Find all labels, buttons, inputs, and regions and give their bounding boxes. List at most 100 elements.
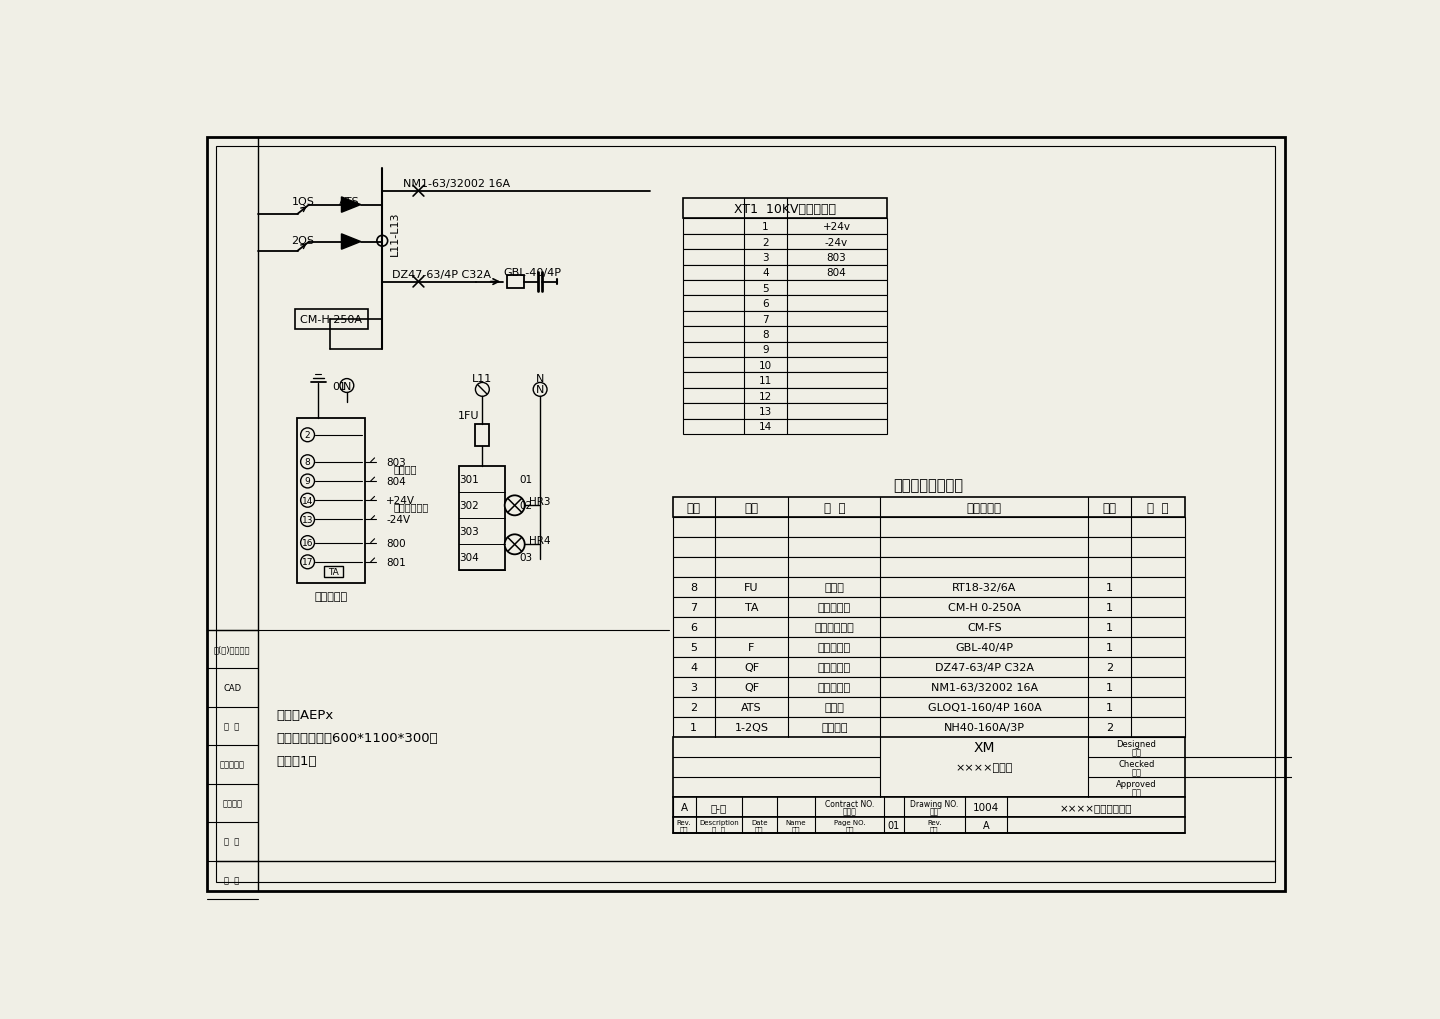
Text: Contract NO.: Contract NO.: [825, 799, 874, 808]
Bar: [672, 738, 1185, 798]
Bar: [672, 598, 1185, 618]
Text: 10: 10: [759, 361, 772, 370]
Circle shape: [301, 428, 314, 442]
Text: 2: 2: [1106, 662, 1113, 673]
Text: 17: 17: [302, 557, 314, 567]
Bar: [297, 419, 364, 584]
Text: 1: 1: [762, 222, 769, 232]
Text: TA: TA: [744, 602, 759, 612]
Text: 303: 303: [459, 527, 480, 537]
Text: HR4: HR4: [528, 535, 550, 545]
Text: 1QS: 1QS: [291, 198, 314, 207]
Polygon shape: [341, 234, 360, 250]
Text: 801: 801: [386, 557, 406, 568]
Text: 页号: 页号: [845, 825, 854, 832]
Text: +24V: +24V: [386, 496, 415, 505]
Text: 5: 5: [690, 643, 697, 652]
Bar: [683, 358, 887, 373]
Text: 1: 1: [1106, 643, 1113, 652]
Text: 2: 2: [690, 703, 697, 712]
Text: 1004: 1004: [973, 803, 999, 813]
Bar: [683, 388, 887, 404]
Text: 02: 02: [520, 501, 533, 511]
Text: L11: L11: [472, 373, 492, 383]
Text: 4: 4: [762, 268, 769, 278]
Text: CM-H 250A: CM-H 250A: [301, 314, 363, 324]
Text: Designed: Designed: [1116, 739, 1156, 748]
Circle shape: [301, 536, 314, 550]
Text: N: N: [343, 381, 351, 391]
Text: 01: 01: [888, 820, 900, 830]
Text: 数量: 数量: [1103, 501, 1116, 515]
Text: NM1-63/32002 16A: NM1-63/32002 16A: [930, 683, 1038, 693]
Text: 数量：1台: 数量：1台: [276, 754, 317, 767]
Text: ATS: ATS: [742, 703, 762, 712]
Text: DZ47-63/4P C32A: DZ47-63/4P C32A: [392, 270, 491, 279]
Text: 2: 2: [1106, 722, 1113, 733]
Bar: [672, 798, 1185, 817]
Text: 4: 4: [690, 662, 697, 673]
Text: Description: Description: [698, 819, 739, 825]
Bar: [324, 567, 343, 578]
Text: 01: 01: [520, 475, 533, 485]
Text: XT1  10KV馈线端子图: XT1 10KV馈线端子图: [733, 203, 835, 216]
Text: Checked: Checked: [1119, 759, 1155, 768]
Text: GBL-40/4P: GBL-40/4P: [504, 267, 562, 277]
Bar: [672, 817, 1185, 834]
Text: 图号: 图号: [930, 807, 939, 816]
Bar: [683, 327, 887, 342]
Text: 9: 9: [762, 345, 769, 355]
Bar: [672, 578, 1185, 598]
Text: 火灾探测器: 火灾探测器: [818, 602, 851, 612]
Circle shape: [301, 513, 314, 527]
Bar: [683, 265, 887, 281]
Text: 序号: 序号: [687, 501, 701, 515]
Text: 日  期: 日 期: [225, 875, 239, 884]
Text: 8: 8: [690, 583, 697, 593]
Text: 消防容号输入: 消防容号输入: [393, 502, 429, 512]
Text: 16: 16: [302, 539, 314, 547]
Bar: [672, 657, 1185, 678]
Text: N: N: [536, 373, 544, 383]
Text: 14: 14: [302, 496, 314, 505]
Text: ATS: ATS: [338, 197, 360, 207]
Text: 01: 01: [333, 381, 346, 391]
Bar: [683, 250, 887, 265]
Text: 版次: 版次: [680, 825, 688, 832]
Text: 6: 6: [762, 299, 769, 309]
Text: 签  字: 签 字: [225, 837, 239, 846]
Text: 隔离开关: 隔离开关: [821, 722, 848, 733]
Text: 13: 13: [759, 407, 772, 417]
Bar: [683, 404, 887, 419]
Text: 03: 03: [520, 552, 533, 562]
Text: ××××电气有限公司: ××××电气有限公司: [1060, 803, 1132, 813]
Text: 版次: 版次: [930, 825, 939, 832]
Bar: [683, 297, 887, 312]
Bar: [672, 538, 1185, 557]
Text: 8: 8: [305, 458, 311, 467]
Text: Date: Date: [750, 819, 768, 825]
Text: 1-2QS: 1-2QS: [734, 722, 769, 733]
Text: N: N: [536, 385, 544, 395]
Text: -24V: -24V: [386, 515, 410, 525]
Text: 微型断路器: 微型断路器: [818, 662, 851, 673]
Text: 5: 5: [762, 283, 769, 293]
Text: 2QS: 2QS: [291, 235, 314, 246]
Bar: [672, 618, 1185, 638]
Text: 2: 2: [305, 431, 311, 440]
Circle shape: [301, 494, 314, 507]
Text: -24v: -24v: [825, 237, 848, 248]
Text: 1: 1: [1106, 583, 1113, 593]
Text: 11: 11: [759, 376, 772, 386]
Text: 燘断器: 燘断器: [824, 583, 844, 593]
Text: GBL-40/4P: GBL-40/4P: [955, 643, 1014, 652]
Text: 浪涌保护器: 浪涌保护器: [818, 643, 851, 652]
Text: 800: 800: [386, 538, 406, 548]
Text: 备-查: 备-查: [710, 803, 727, 813]
Text: 1: 1: [1106, 703, 1113, 712]
Text: 型号及规格: 型号及规格: [966, 501, 1002, 515]
Bar: [683, 219, 887, 234]
Text: XM: XM: [973, 741, 995, 755]
Bar: [683, 373, 887, 388]
Text: QF: QF: [744, 683, 759, 693]
